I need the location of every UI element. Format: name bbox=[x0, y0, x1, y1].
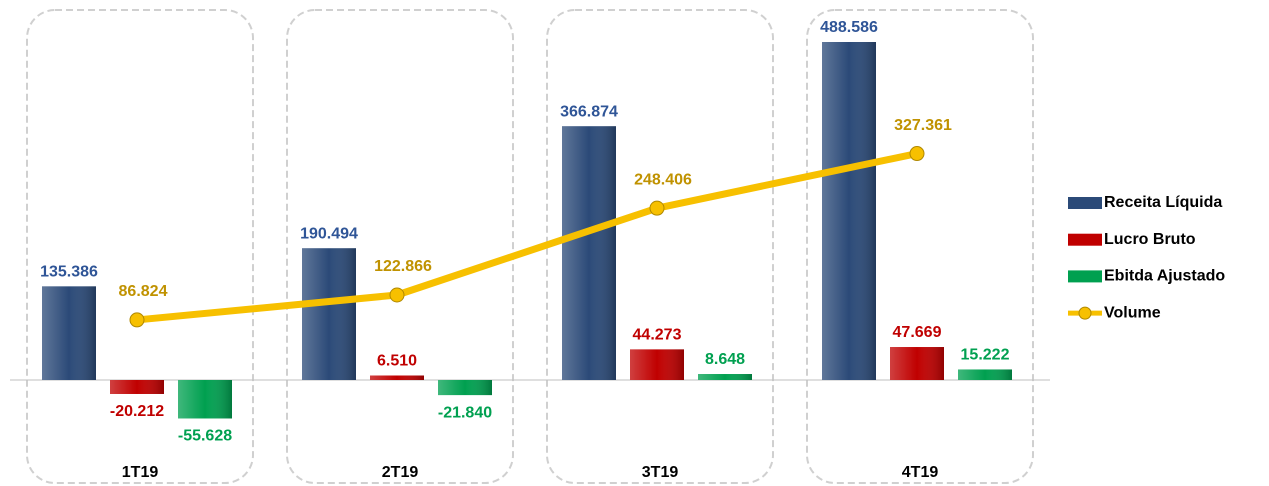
value-label: -20.212 bbox=[110, 403, 164, 420]
value-label: -21.840 bbox=[438, 404, 492, 421]
group-box bbox=[806, 9, 1034, 484]
line-point bbox=[909, 146, 925, 162]
line bbox=[136, 150, 918, 324]
value-label: 47.669 bbox=[893, 324, 942, 341]
value-label: 190.494 bbox=[300, 225, 358, 242]
bar-sheen bbox=[370, 375, 424, 380]
category-label: 4T19 bbox=[902, 464, 939, 481]
bar-sheen bbox=[822, 42, 876, 380]
legend-swatch bbox=[1068, 270, 1102, 283]
value-label: 366.874 bbox=[560, 103, 618, 120]
legend-label: Receita Líquida bbox=[1104, 194, 1222, 211]
bar-sheen bbox=[562, 126, 616, 380]
legend-swatch bbox=[1068, 197, 1102, 209]
legend-swatch bbox=[1068, 233, 1102, 246]
bar-sheen bbox=[42, 286, 96, 380]
value-label: 15.222 bbox=[961, 347, 1010, 364]
value-label: 8.648 bbox=[705, 351, 745, 368]
bar-sheen bbox=[110, 380, 164, 394]
bar-sheen bbox=[630, 349, 684, 380]
value-label: 86.824 bbox=[119, 283, 168, 300]
value-label: -55.628 bbox=[178, 428, 232, 445]
legend-label: Ebitda Ajustado bbox=[1104, 268, 1225, 285]
legend-swatch bbox=[1078, 306, 1092, 320]
value-label: 122.866 bbox=[374, 258, 432, 275]
value-label: 6.510 bbox=[377, 353, 417, 370]
value-label: 248.406 bbox=[634, 171, 692, 188]
line-point bbox=[129, 312, 145, 328]
group-box bbox=[26, 9, 254, 484]
bar-sheen bbox=[438, 380, 492, 396]
bar-sheen bbox=[958, 369, 1012, 380]
group-box bbox=[546, 9, 774, 484]
value-label: 135.386 bbox=[40, 264, 98, 281]
category-label: 1T19 bbox=[122, 464, 159, 481]
legend-label: Volume bbox=[1104, 304, 1161, 321]
legend-label: Lucro Bruto bbox=[1104, 231, 1196, 248]
category-label: 3T19 bbox=[642, 464, 679, 481]
line-point bbox=[389, 287, 405, 303]
group-box bbox=[286, 9, 514, 484]
value-label: 488.586 bbox=[820, 19, 878, 36]
bar-sheen bbox=[178, 380, 232, 419]
bar-sheen bbox=[698, 374, 752, 380]
value-label: 327.361 bbox=[894, 117, 952, 134]
value-label: 44.273 bbox=[633, 327, 682, 344]
bar-sheen bbox=[302, 248, 356, 380]
line-point bbox=[649, 200, 665, 216]
bar-sheen bbox=[890, 347, 944, 380]
category-label: 2T19 bbox=[382, 464, 419, 481]
